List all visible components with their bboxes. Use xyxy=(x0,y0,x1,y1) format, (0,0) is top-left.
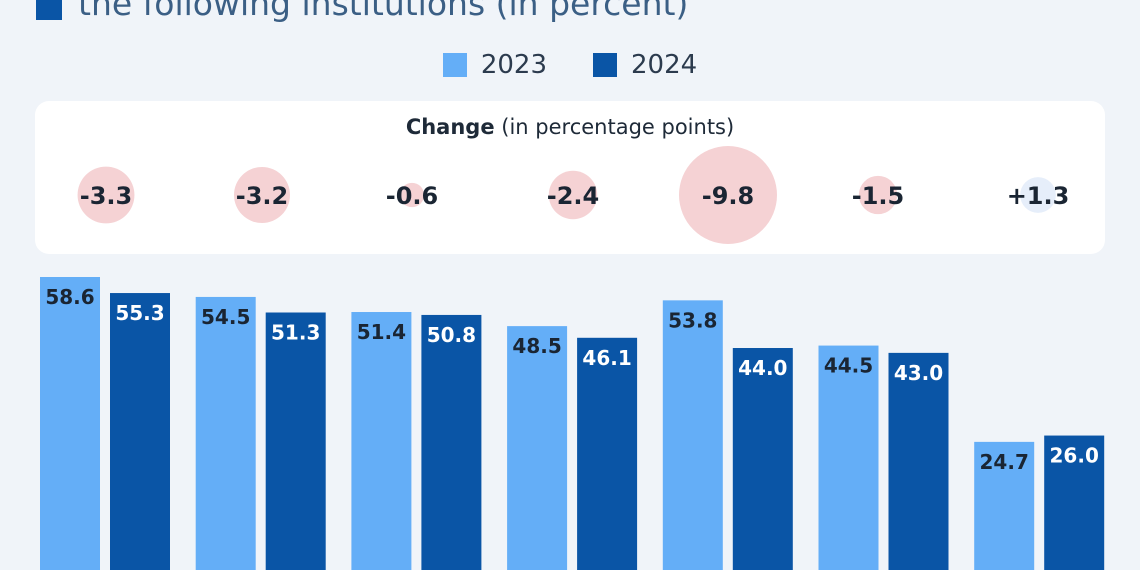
legend-swatch-2024 xyxy=(593,53,617,77)
legend-label-2023: 2023 xyxy=(480,50,547,80)
bar-2023-5 xyxy=(662,300,723,570)
change-label-7: +1.3 xyxy=(1007,182,1070,210)
change-label-2: -3.2 xyxy=(236,182,288,210)
bar-label-2024-1: 55.3 xyxy=(115,301,164,325)
bar-label-2023-4: 48.5 xyxy=(512,334,561,358)
title-marker xyxy=(36,0,62,20)
bar-label-2024-4: 46.1 xyxy=(582,346,631,370)
change-label-5: -9.8 xyxy=(702,182,754,210)
change-label-4: -2.4 xyxy=(547,182,599,210)
bar-label-2024-2: 51.3 xyxy=(271,321,320,345)
bar-2023-4 xyxy=(507,326,568,570)
change-title-rest: (in percentage points) xyxy=(494,115,735,139)
change-bubble-3 xyxy=(399,182,425,208)
bar-2024-7 xyxy=(1044,435,1105,570)
legend: 2023 2024 xyxy=(0,48,1140,82)
bar-label-2023-7: 24.7 xyxy=(980,450,1029,474)
bar-label-2024-7: 26.0 xyxy=(1050,444,1099,468)
bar-label-2023-2: 54.5 xyxy=(201,305,250,329)
change-bubble-5 xyxy=(679,146,777,244)
bar-label-2023-6: 44.5 xyxy=(824,354,873,378)
change-bubble-2 xyxy=(234,167,290,223)
legend-item-2024: 2024 xyxy=(593,50,697,80)
change-bubble-7 xyxy=(1020,177,1056,213)
change-bubble-6 xyxy=(858,175,898,215)
legend-item-2023: 2023 xyxy=(442,50,547,80)
bar-2023-2 xyxy=(195,296,256,570)
bar-label-2024-3: 50.8 xyxy=(427,323,476,347)
bar-2024-6 xyxy=(888,352,949,570)
change-bubble-1 xyxy=(77,166,135,224)
change-label-1: -3.3 xyxy=(80,182,132,210)
change-panel-title: Change (in percentage points) xyxy=(35,115,1105,139)
bar-2023-1 xyxy=(40,277,100,570)
legend-swatch-2023 xyxy=(442,53,467,77)
change-label-3: -0.6 xyxy=(386,182,438,210)
change-label-6: -1.5 xyxy=(852,182,904,210)
change-panel: -3.3 -3.2 -0.6 -2.4 -9.8 -1.5 +1.3 Change (in … xyxy=(35,101,1105,254)
bar-2023-6 xyxy=(818,345,879,570)
bar-label-2023-3: 51.4 xyxy=(357,320,406,344)
bar-label-2024-6: 43.0 xyxy=(894,361,943,385)
change-title-bold: Change xyxy=(405,115,495,139)
bar-2024-1 xyxy=(110,293,170,570)
chart-title: the following institutions (in percent) xyxy=(78,0,689,23)
bar-2024-5 xyxy=(732,348,793,570)
bar-2023-7 xyxy=(974,441,1035,570)
bar-2024-2 xyxy=(265,312,326,570)
change-bubbles: -3.3 -3.2 -0.6 -2.4 -9.8 -1.5 +1.3 xyxy=(77,146,1070,244)
bar-2023-3 xyxy=(351,312,412,570)
legend-label-2024: 2024 xyxy=(631,50,698,80)
bar-2024-3 xyxy=(421,314,482,570)
bar-label-2024-5: 44.0 xyxy=(738,356,787,380)
bar-label-2023-5: 53.8 xyxy=(668,308,717,332)
bar-label-2023-1: 58.6 xyxy=(45,285,94,309)
bar-2024-4 xyxy=(577,337,638,570)
change-bubble-4 xyxy=(548,170,598,220)
